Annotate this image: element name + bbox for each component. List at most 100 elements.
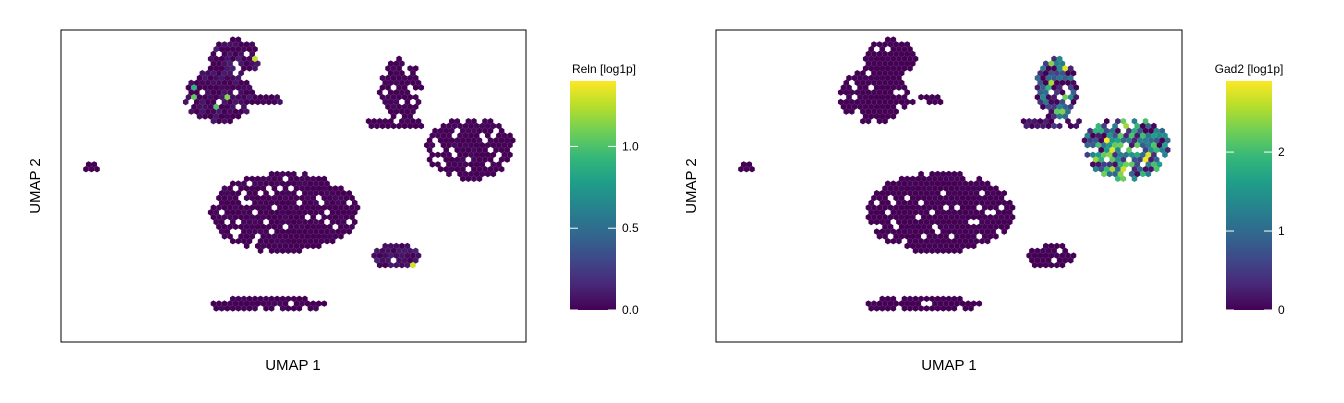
hexbin-cell xyxy=(865,108,872,115)
hexbin-cell xyxy=(318,218,325,226)
hexbin-cell xyxy=(979,199,985,206)
hexbin-cell xyxy=(1059,262,1066,269)
hexbin-cell xyxy=(277,242,283,250)
hexbin-cell xyxy=(399,262,405,269)
hexbin-cell xyxy=(327,223,333,230)
hexbin-cell xyxy=(1109,166,1116,173)
hexbin-cell xyxy=(1045,247,1052,254)
hexbin-cell xyxy=(934,209,941,216)
hexbin-cell xyxy=(379,74,386,82)
hexbin-cell xyxy=(213,209,219,216)
hexbin-cell xyxy=(249,223,255,230)
hexbin-cell xyxy=(496,132,502,139)
hexbin-cell xyxy=(399,70,405,77)
hexbin-cell xyxy=(887,108,894,115)
hexbin-cell xyxy=(496,142,502,149)
hexbin-cell xyxy=(940,247,947,254)
hexbin-cell xyxy=(271,242,278,250)
hexbin-cell xyxy=(987,204,994,211)
hexbin-cell xyxy=(932,194,938,202)
hexbin-cell xyxy=(923,218,930,226)
hexbin-cell xyxy=(351,209,358,216)
hexbin-cell xyxy=(490,122,497,130)
hexbin-cell xyxy=(940,295,947,302)
hexbin-cell xyxy=(476,137,483,144)
hexbin-cell xyxy=(1067,257,1074,264)
hexbin-cell xyxy=(934,238,941,245)
hexbin-cell xyxy=(479,122,486,130)
hexbin-cell xyxy=(1062,103,1068,110)
hexbin-cell xyxy=(243,300,250,307)
hexbin-cell xyxy=(321,300,328,307)
hexbin-cell xyxy=(412,65,419,72)
hexbin-cell xyxy=(1126,146,1132,154)
hexbin-cell xyxy=(1101,161,1107,168)
hexbin-cell xyxy=(923,199,930,206)
hexbin-cell xyxy=(1059,252,1066,259)
hexbin-cell xyxy=(907,55,913,62)
hexbin-cell xyxy=(218,55,225,62)
hexbin-cell xyxy=(993,194,999,202)
hexbin-cell xyxy=(227,204,233,211)
hexbin-cell xyxy=(457,170,463,178)
colorbar-gad2: Gad2 [log1p] 012 xyxy=(1215,62,1285,317)
hexbin-cell xyxy=(407,113,413,120)
hexbin-cell xyxy=(1067,84,1074,91)
hexbin-cell xyxy=(260,194,267,202)
hexbin-cell xyxy=(929,238,935,245)
hexbin-cell xyxy=(271,233,278,240)
hexbin-cell xyxy=(238,300,244,307)
hexbin-cell xyxy=(1095,161,1102,168)
hexbin-cell xyxy=(313,199,319,206)
hexbin-cell xyxy=(1112,151,1118,158)
hexbin-cell xyxy=(268,94,275,101)
hexbin-cell xyxy=(1115,175,1121,182)
hexbin-cell xyxy=(868,209,874,216)
hexbin-cell xyxy=(415,252,422,259)
hexbin-cell xyxy=(271,185,278,192)
hexbin-cell xyxy=(1054,108,1060,115)
hexbin-cell xyxy=(912,228,919,235)
hexbin-cell xyxy=(196,113,203,120)
hexbin-cell xyxy=(1045,84,1052,91)
hexbin-cell xyxy=(313,228,319,235)
hexbin-cell xyxy=(498,156,505,163)
hexbin-cell xyxy=(393,60,400,67)
hexbin-cell xyxy=(351,199,358,206)
hexbin-cell xyxy=(882,60,888,67)
hexbin-cell xyxy=(199,108,206,115)
hexbin-cell xyxy=(885,295,891,302)
hexbin-cell xyxy=(509,137,516,144)
hexbin-cell xyxy=(246,55,253,62)
hexbin-cell xyxy=(879,190,886,197)
hexbin-cell xyxy=(865,89,872,96)
hexbin-cell xyxy=(915,175,922,182)
hexbin-cell xyxy=(1109,156,1116,163)
hexbin-cell xyxy=(1045,122,1052,130)
hexbin-cell xyxy=(374,257,380,264)
hexbin-cell xyxy=(885,84,891,91)
hexbin-cell xyxy=(230,238,236,245)
hexbin-cell xyxy=(279,180,286,187)
hexbin-cell xyxy=(1048,262,1055,269)
hexbin-cell xyxy=(912,190,919,197)
hexbin-cell xyxy=(965,242,971,250)
hexbin-cell xyxy=(907,295,913,302)
hexbin-cell xyxy=(970,185,977,192)
hexbin-cell xyxy=(1043,89,1049,96)
hexbin-cell xyxy=(415,98,422,106)
hexbin-cell xyxy=(235,46,242,53)
hexbin-cell xyxy=(937,98,944,106)
hexbin-cell xyxy=(876,204,883,211)
hexbin-cell xyxy=(462,170,469,178)
hexbin-cell xyxy=(1117,161,1124,168)
hexbin-cell xyxy=(909,300,916,307)
hexbin-cell xyxy=(1134,122,1141,130)
hexbin-cell xyxy=(254,300,261,307)
hexbin-cell xyxy=(1031,118,1038,125)
hexbin-cell xyxy=(876,98,883,106)
hexbin-cell xyxy=(993,185,999,192)
hexbin-cell xyxy=(995,209,1002,216)
hexbin-cell xyxy=(446,161,452,168)
hexbin-cell xyxy=(1059,70,1066,77)
